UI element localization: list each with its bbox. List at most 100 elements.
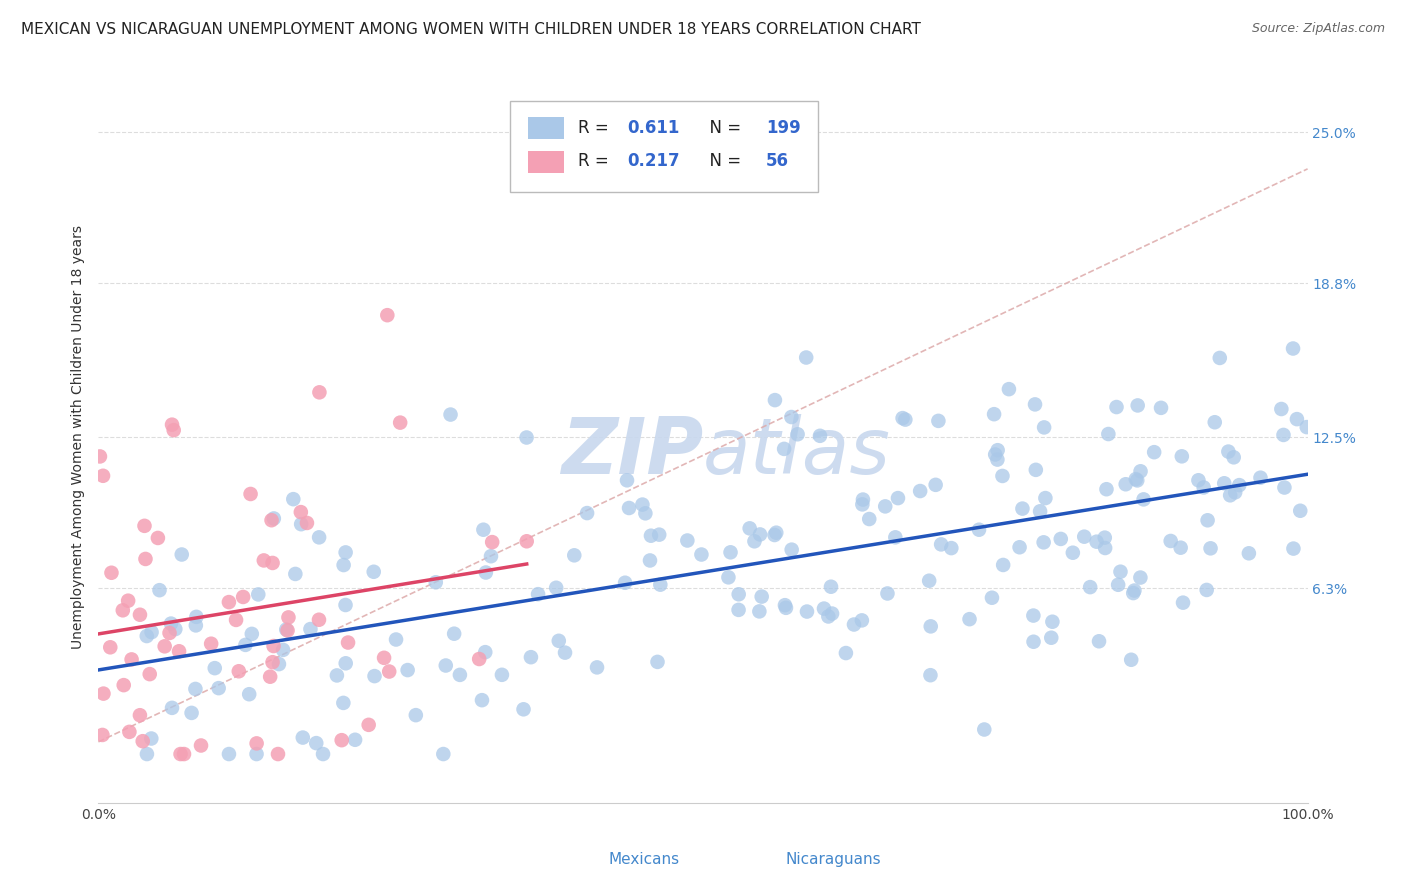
Point (765, 525, 787, 540)
Point (121, 652, 143, 666)
Point (1250, 471, 1272, 485)
Point (1222, 450, 1244, 465)
Point (631, 498, 654, 512)
Point (170, 548, 193, 562)
Point (1150, 401, 1173, 415)
Point (562, 549, 585, 563)
Point (312, 747, 335, 761)
Point (1025, 463, 1047, 477)
Point (135, 629, 157, 643)
Point (136, 747, 159, 761)
Point (908, 483, 931, 498)
Point (159, 626, 181, 640)
Point (842, 617, 865, 632)
Point (180, 706, 202, 720)
Text: 199: 199 (766, 119, 800, 136)
Point (225, 613, 247, 627)
Point (650, 577, 672, 591)
Point (1011, 501, 1033, 516)
Point (852, 492, 875, 507)
Point (290, 505, 312, 519)
Point (468, 652, 491, 666)
Point (91, 728, 114, 742)
Point (160, 417, 183, 432)
Point (820, 580, 842, 594)
Point (1274, 481, 1296, 495)
Point (1024, 397, 1046, 411)
Point (813, 601, 835, 615)
Point (363, 669, 385, 683)
Point (1088, 634, 1111, 648)
Point (160, 701, 183, 715)
Point (1272, 428, 1295, 442)
Point (924, 478, 946, 492)
Point (786, 427, 808, 442)
Point (1295, 420, 1317, 434)
Text: MEXICAN VS NICARAGUAN UNEMPLOYMENT AMONG WOMEN WITH CHILDREN UNDER 18 YEARS CORR: MEXICAN VS NICARAGUAN UNEMPLOYMENT AMONG… (21, 22, 921, 37)
Text: R =: R = (578, 153, 614, 170)
Point (148, 583, 170, 598)
Point (100, 566, 122, 580)
Point (920, 619, 942, 633)
Point (277, 624, 299, 638)
Point (727, 587, 749, 601)
Point (775, 600, 797, 615)
Point (93, 687, 115, 701)
Point (858, 512, 880, 526)
Point (89, 450, 111, 464)
Point (1085, 534, 1108, 549)
Point (1219, 488, 1241, 502)
Point (432, 747, 454, 761)
Point (984, 448, 1007, 462)
Point (308, 613, 330, 627)
Point (186, 610, 208, 624)
FancyBboxPatch shape (564, 849, 598, 872)
Point (335, 545, 357, 559)
Point (173, 747, 195, 761)
Point (749, 527, 772, 541)
Point (738, 521, 761, 535)
Point (160, 616, 183, 631)
Point (676, 533, 699, 548)
Point (1095, 482, 1118, 496)
Point (1132, 492, 1154, 507)
Point (330, 733, 353, 747)
Point (1171, 450, 1194, 464)
Point (998, 382, 1021, 396)
Point (277, 610, 299, 624)
Point (586, 660, 609, 674)
Point (91, 468, 114, 483)
Point (1270, 402, 1292, 417)
Point (385, 632, 408, 647)
FancyBboxPatch shape (527, 118, 564, 139)
Point (129, 607, 152, 622)
Point (165, 622, 187, 636)
Point (247, 587, 270, 601)
Point (1094, 531, 1116, 545)
Point (263, 511, 285, 525)
Text: R =: R = (578, 119, 614, 136)
Point (546, 581, 568, 595)
Point (167, 644, 190, 658)
Point (1032, 535, 1054, 549)
Point (991, 558, 1014, 572)
Point (959, 612, 981, 626)
Point (516, 534, 538, 549)
Point (1126, 474, 1149, 488)
Point (638, 553, 661, 567)
Point (780, 410, 803, 425)
Point (245, 747, 267, 761)
FancyBboxPatch shape (509, 101, 818, 192)
Point (475, 566, 498, 580)
Point (449, 668, 471, 682)
Point (796, 605, 818, 619)
Point (894, 412, 917, 426)
Point (973, 723, 995, 737)
Point (920, 668, 942, 682)
Point (808, 429, 831, 443)
Point (163, 423, 186, 437)
Point (260, 513, 283, 527)
Point (337, 635, 360, 649)
Point (547, 633, 569, 648)
Point (326, 668, 349, 682)
